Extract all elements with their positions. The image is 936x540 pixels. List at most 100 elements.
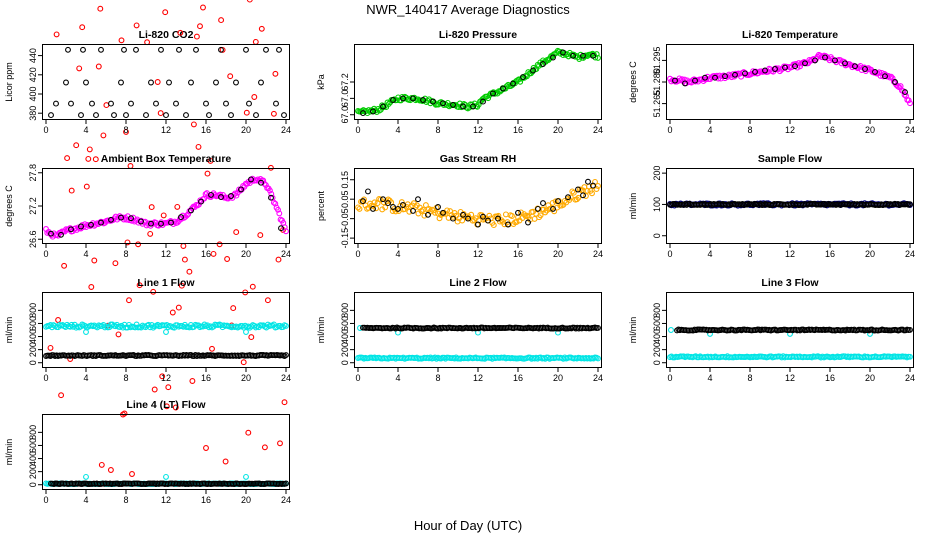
data-point: [722, 73, 728, 80]
data-point: [111, 112, 117, 119]
x-tick-label: 0: [667, 125, 672, 135]
data-point: [772, 65, 779, 72]
data-point: [107, 467, 114, 473]
data-point: [148, 79, 154, 86]
data-point: [585, 178, 591, 185]
data-point: [575, 194, 582, 201]
chart-title: Ambient Box Temperature: [101, 153, 232, 165]
data-point: [380, 196, 386, 203]
data-point: [203, 445, 209, 451]
data-point: [876, 69, 883, 76]
data-point: [121, 410, 128, 417]
y-tick-label: 400: [28, 86, 38, 101]
y-tick-label: 0: [28, 360, 38, 365]
data-point: [78, 112, 84, 119]
x-tick-label: 4: [83, 495, 88, 505]
data-point: [270, 199, 277, 206]
plot-frame: [42, 168, 290, 244]
y-axis-label: degrees C: [4, 185, 14, 227]
data-point: [185, 211, 192, 218]
data-point: [252, 38, 259, 45]
data-point: [227, 73, 234, 80]
data-point: [752, 68, 758, 75]
data-point: [567, 194, 574, 201]
data-point: [355, 204, 361, 211]
x-tick-label: 12: [161, 125, 171, 135]
data-point: [243, 46, 249, 53]
data-point: [98, 46, 104, 53]
data-point: [420, 97, 426, 103]
data-point: [425, 211, 431, 218]
plot-frame: [354, 44, 602, 120]
data-point: [246, 100, 252, 107]
plot-frame: [42, 44, 290, 120]
y-tick-label: 0.15: [340, 171, 350, 189]
y-tick-label: 380: [28, 106, 38, 121]
data-point: [193, 33, 200, 40]
data-point: [742, 70, 748, 77]
data-point: [76, 65, 83, 72]
x-tick-label: 24: [281, 125, 291, 135]
data-point: [108, 100, 114, 107]
x-tick-label: 4: [707, 125, 712, 135]
marks: [355, 47, 601, 117]
data-point: [188, 207, 194, 214]
x-tick-label: 4: [707, 249, 712, 259]
data-point: [86, 146, 93, 153]
data-point: [233, 79, 239, 86]
chart-title: Line 2 Flow: [449, 277, 507, 289]
data-point: [55, 317, 62, 323]
data-point: [207, 157, 214, 164]
y-tick-label: 51.295: [652, 47, 662, 75]
data-point: [283, 352, 289, 359]
data-point: [275, 256, 282, 263]
y-tick-label: 200: [340, 342, 350, 357]
data-point: [440, 209, 446, 216]
chart-title: Sample Flow: [758, 153, 823, 165]
data-point: [432, 209, 438, 216]
data-point: [148, 220, 154, 227]
chart-title: Line 3 Flow: [761, 277, 819, 289]
marks: [355, 324, 601, 362]
data-point: [852, 63, 858, 70]
y-tick-label: 0: [652, 233, 662, 238]
data-point: [715, 75, 722, 82]
data-point: [258, 79, 264, 86]
data-point: [183, 112, 189, 119]
data-point: [540, 206, 547, 213]
x-tick-label: 16: [513, 249, 523, 259]
data-point: [124, 239, 131, 246]
y-tick-label: 400: [340, 329, 350, 344]
data-point: [213, 79, 219, 86]
data-point: [281, 399, 288, 406]
data-point: [118, 79, 124, 86]
data-point: [228, 193, 234, 199]
data-point: [460, 211, 466, 218]
data-point: [468, 211, 475, 218]
y-axis-label: ml/min: [316, 317, 326, 344]
data-point: [246, 0, 253, 3]
data-point: [712, 74, 718, 81]
data-point: [573, 196, 580, 203]
x-tick-label: 16: [201, 249, 211, 259]
data-point: [490, 222, 497, 229]
x-tick-label: 0: [355, 249, 360, 259]
data-point: [517, 78, 524, 85]
data-point: [822, 54, 828, 61]
data-point: [276, 210, 283, 217]
data-point: [210, 250, 217, 257]
data-point: [792, 63, 798, 70]
data-point: [524, 212, 531, 219]
data-point: [190, 121, 197, 128]
data-point: [465, 215, 471, 222]
data-point: [520, 74, 526, 81]
data-point: [48, 230, 54, 237]
data-point: [163, 112, 169, 119]
data-point: [421, 212, 428, 219]
data-point: [201, 321, 208, 328]
x-tick-label: 0: [667, 249, 672, 259]
x-tick-label: 12: [785, 249, 795, 259]
data-point: [367, 108, 374, 115]
y-tick-label: 67.0: [340, 90, 350, 108]
data-point: [165, 384, 172, 391]
